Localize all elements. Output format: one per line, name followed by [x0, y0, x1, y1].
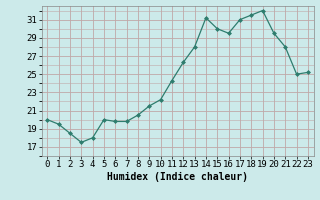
X-axis label: Humidex (Indice chaleur): Humidex (Indice chaleur): [107, 172, 248, 182]
